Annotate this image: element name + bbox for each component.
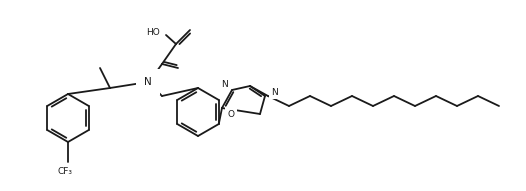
Text: N: N: [220, 79, 227, 88]
Text: N: N: [271, 87, 278, 96]
Text: HO: HO: [146, 28, 160, 36]
Text: N: N: [144, 77, 152, 87]
Text: O: O: [228, 109, 235, 118]
Text: CF₃: CF₃: [57, 168, 73, 176]
